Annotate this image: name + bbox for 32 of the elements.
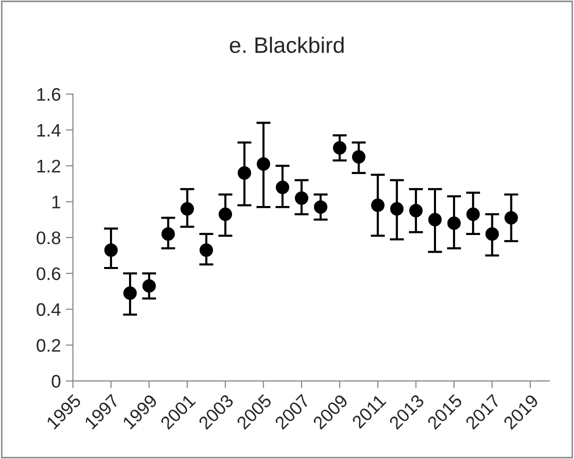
point xyxy=(390,202,404,216)
y-tick-label: 0 xyxy=(52,374,60,388)
point xyxy=(180,202,194,216)
y-tick-label: 1.6 xyxy=(37,88,60,101)
point xyxy=(104,243,118,257)
chart-title: e. Blackbird xyxy=(230,36,344,54)
point xyxy=(332,141,346,155)
point xyxy=(123,286,137,300)
point xyxy=(276,180,290,194)
point xyxy=(218,208,232,221)
point xyxy=(371,198,385,212)
y-tick-label: 0.4 xyxy=(36,303,61,316)
y-tick-label: 1 xyxy=(52,196,60,208)
y-tick-label: 0.6 xyxy=(36,267,60,280)
y-tick-label: 0.2 xyxy=(36,339,60,352)
y-tick-label: 0.8 xyxy=(36,231,60,244)
point xyxy=(409,204,423,218)
point xyxy=(314,200,328,214)
point xyxy=(504,211,518,225)
point xyxy=(447,216,461,230)
point xyxy=(256,157,270,171)
y-tick-label: 1.2 xyxy=(37,160,60,172)
point xyxy=(428,212,442,226)
point xyxy=(485,227,499,241)
point xyxy=(352,150,366,164)
y-tick-label: 1.4 xyxy=(37,124,61,136)
point xyxy=(466,208,480,221)
point xyxy=(200,243,214,257)
point xyxy=(238,166,252,180)
point xyxy=(161,227,175,241)
point xyxy=(142,279,156,293)
point xyxy=(294,191,308,205)
